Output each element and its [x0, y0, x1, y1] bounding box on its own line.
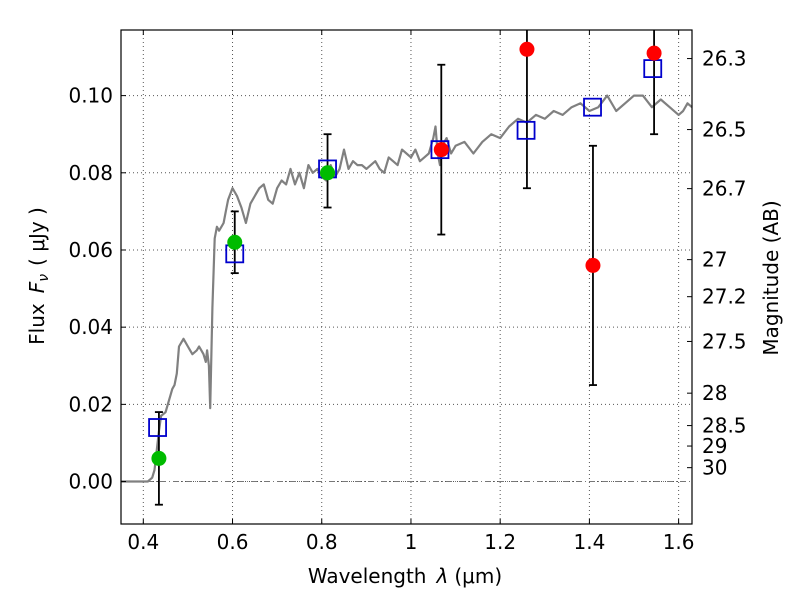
detection-point [151, 450, 167, 466]
magnitude-tick-label: 28.5 [702, 414, 747, 438]
low-significance-point [585, 257, 601, 273]
model-photometry-box [583, 97, 602, 117]
magnitude-tick-label: 26.3 [702, 47, 747, 71]
x-tick-label: 0.6 [217, 530, 249, 554]
errorbar-layer [154, 30, 659, 506]
x-tick-label: 0.4 [127, 530, 159, 554]
magnitude-tick-label: 29 [702, 434, 727, 458]
magnitude-tick-label: 27 [702, 248, 727, 272]
x-tick-label: 1 [405, 530, 418, 554]
y-axis-ticks: 0.00 0.02 0.04 0.06 0.08 0.10 [68, 84, 126, 494]
x-axis-label-unit: (μm) [454, 564, 502, 588]
magnitude-tick-label: 26.7 [702, 177, 747, 201]
x-tick-label: 1.6 [663, 530, 695, 554]
low-significance-point [519, 41, 535, 57]
magnitude-tick-label: 27.2 [702, 285, 747, 309]
low-significance-point [646, 45, 662, 61]
plot-frame [120, 29, 693, 525]
x-axis-label-symbol: λ [436, 564, 449, 588]
magnitude-tick-label: 27.5 [702, 329, 747, 353]
grid [121, 30, 692, 524]
magnitude-tick-label: 28 [702, 381, 727, 405]
y-axis-label-text: Flux [25, 303, 49, 345]
x-axis-label: Wavelength λ (μm) [308, 564, 502, 588]
y-tick-label: 0.02 [68, 392, 113, 416]
y-tick-label: 0.08 [68, 161, 113, 185]
x-tick-label: 0.8 [306, 530, 338, 554]
magnitude-tick-label: 26.5 [702, 118, 747, 142]
x-axis-ticks: 0.4 0.6 0.8 1 1.2 1.4 1.6 [127, 30, 695, 554]
x-axis-label-text: Wavelength [308, 564, 427, 588]
y-axis-label: Flux Fν ( μJy ) [25, 207, 52, 345]
detection-point [227, 234, 243, 250]
template-spectrum-layer [121, 94, 693, 483]
model-photometry-box [148, 418, 167, 437]
y-tick-label: 0.00 [68, 470, 113, 494]
magnitude-axis-label: Magnitude (AB) [759, 200, 783, 355]
y-tick-label: 0.06 [68, 238, 113, 262]
model-box-layer [148, 59, 663, 437]
model-photometry-box [643, 59, 663, 78]
magnitude-tick-label: 30 [702, 456, 727, 480]
y-axis-label-subscript: ν [36, 274, 52, 282]
template-spectrum-line [121, 94, 693, 483]
model-photometry-box [516, 120, 536, 140]
detection-point [320, 165, 336, 181]
y-axis-label-unit: ( μJy ) [25, 207, 49, 266]
data-point-layer [151, 41, 662, 466]
low-significance-point [433, 142, 449, 158]
x-tick-label: 1.2 [484, 530, 516, 554]
y-tick-label: 0.04 [68, 315, 113, 339]
y-tick-label: 0.10 [68, 84, 113, 108]
y-axis-label-symbol: F [25, 281, 49, 293]
x-tick-label: 1.4 [573, 530, 605, 554]
